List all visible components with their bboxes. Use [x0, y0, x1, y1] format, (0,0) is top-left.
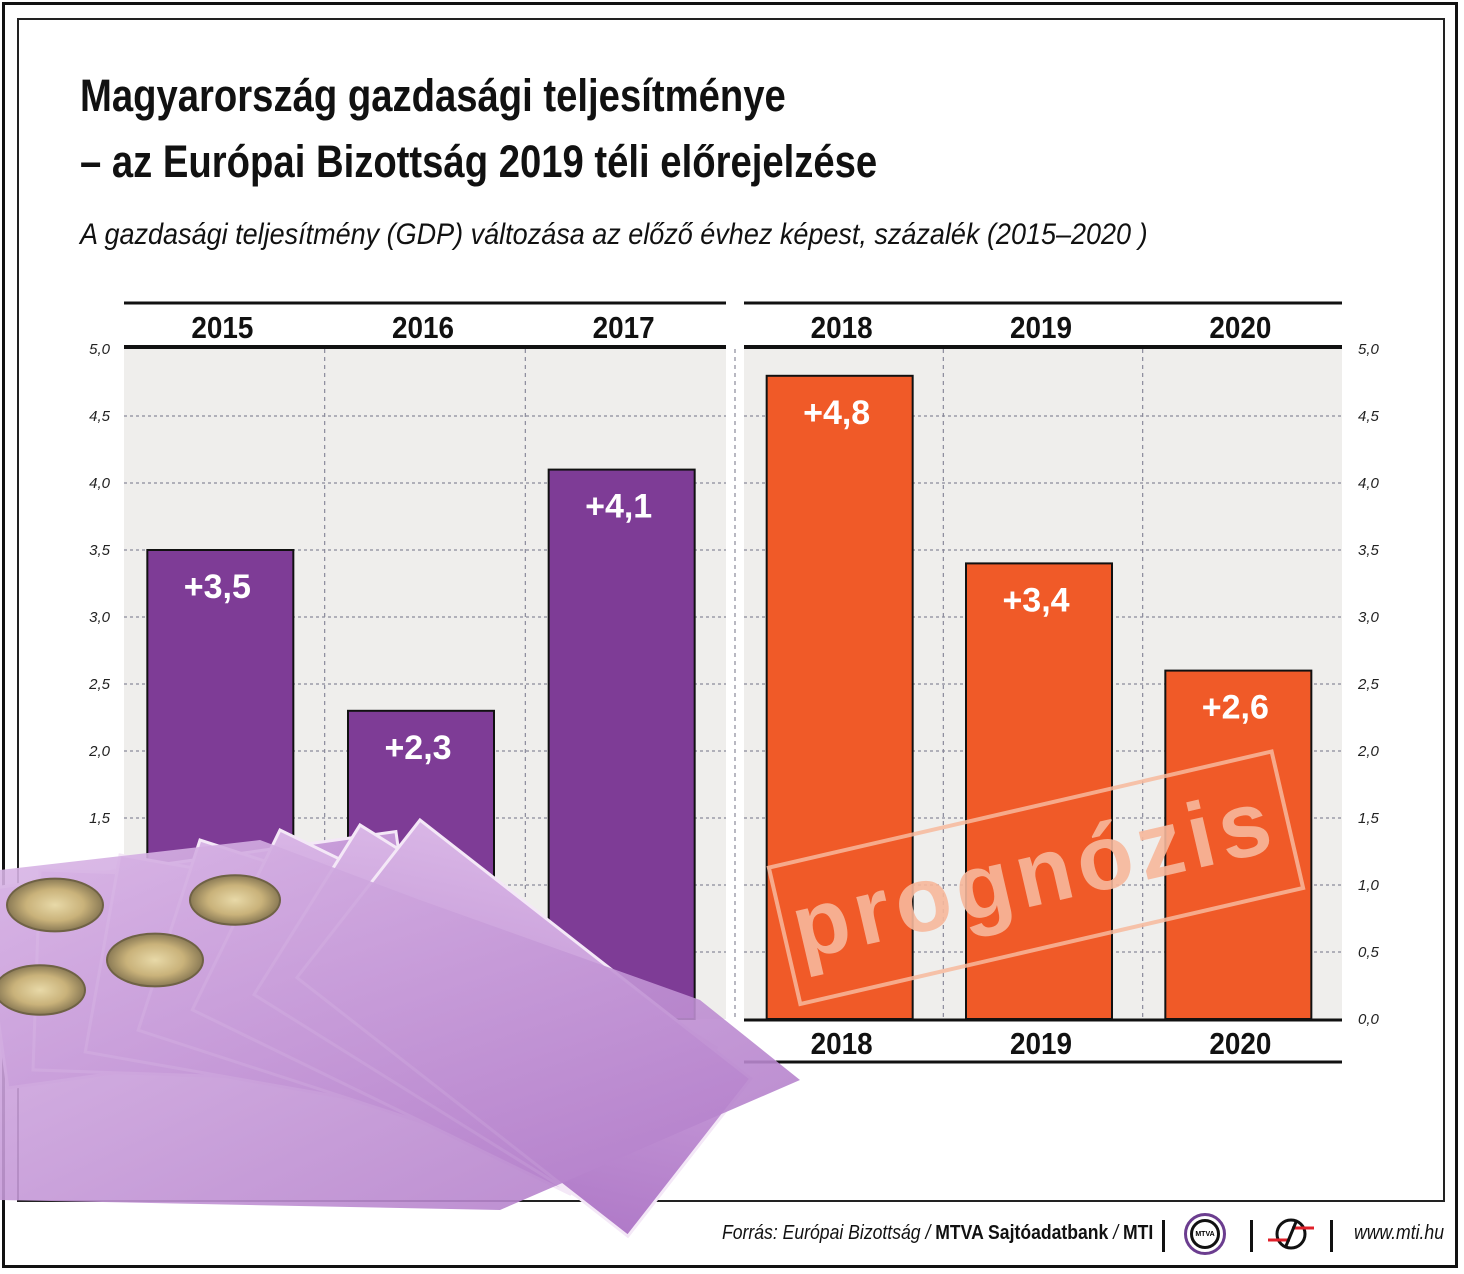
source-credit: Forrás: Európai Bizottság / MTVA Sajtóad… [722, 1222, 1153, 1245]
x-tick-label-top: 2018 [811, 310, 873, 345]
y-tick-label-right: 1,5 [1358, 810, 1380, 827]
data-label: +4,8 [803, 394, 870, 432]
y-tick-label-left: 3,0 [89, 609, 111, 626]
divider [1162, 1220, 1165, 1252]
y-tick-label-left: 4,0 [89, 475, 111, 492]
source-mtva: MTVA Sajtóadatbank [935, 1222, 1109, 1244]
x-tick-label-bottom: 2020 [1209, 1026, 1271, 1061]
x-tick-label-bottom: 2018 [811, 1026, 873, 1061]
bar-2018 [765, 374, 914, 1020]
mtva-logo: MTVA [1184, 1213, 1226, 1255]
x-tick-label-top: 2015 [191, 310, 253, 345]
data-label: +2,6 [1202, 689, 1269, 727]
y-tick-label-left: 5,0 [89, 341, 111, 358]
y-tick-label-left: 2,5 [88, 676, 111, 693]
y-tick-label-left: 1,5 [89, 810, 111, 827]
euro-coin [106, 932, 204, 988]
mtva-logo-text: MTVA [1190, 1219, 1220, 1249]
euro-banknotes-photo [0, 817, 800, 1239]
x-tick-label-top: 2019 [1010, 310, 1072, 345]
data-label: +3,5 [184, 568, 251, 606]
source-mti: MTI [1123, 1222, 1154, 1244]
euro-coin [0, 964, 86, 1016]
bar-2020 [1164, 669, 1313, 1020]
y-tick-label-right: 2,5 [1357, 676, 1380, 693]
y-tick-label-right: 5,0 [1358, 341, 1380, 358]
x-tick-label-top: 2017 [593, 310, 655, 345]
y-tick-label-right: 3,5 [1358, 542, 1380, 559]
source-prefix: Forrás: Európai Bizottság / [722, 1222, 936, 1244]
y-tick-label-right: 0,0 [1358, 1011, 1380, 1028]
inner-border [17, 18, 1445, 1202]
y-tick-label-right: 3,0 [1358, 609, 1380, 626]
banknote-stack [0, 840, 800, 1210]
divider [1330, 1220, 1333, 1252]
euro-coin [189, 874, 281, 926]
y-tick-label-right: 4,5 [1358, 408, 1380, 425]
y-tick-label-right: 0,5 [1358, 944, 1380, 961]
x-tick-label-top: 2020 [1209, 310, 1271, 345]
y-tick-label-right: 4,0 [1358, 475, 1380, 492]
x-tick-label-bottom: 2019 [1010, 1026, 1072, 1061]
bar-2017 [547, 468, 696, 1021]
title-line-2: – az Európai Bizottság 2019 téli előreje… [80, 136, 878, 187]
website-url[interactable]: www.mti.hu [1354, 1222, 1444, 1244]
subtitle: A gazdasági teljesítmény (GDP) változása… [80, 218, 1148, 251]
y-tick-label-left: 2,0 [88, 743, 111, 760]
y-tick-label-right: 2,0 [1357, 743, 1380, 760]
mti-logo-icon [1268, 1218, 1314, 1250]
y-tick-label-right: 1,0 [1358, 877, 1380, 894]
data-label: +3,4 [1002, 581, 1069, 619]
y-tick-label-left: 4,5 [89, 408, 111, 425]
y-tick-label-left: 3,5 [89, 542, 111, 559]
x-tick-label-top: 2016 [392, 310, 454, 345]
divider [1250, 1220, 1253, 1252]
data-label: +2,3 [384, 729, 451, 767]
source-separator: / [1108, 1222, 1124, 1244]
bar-2019 [965, 562, 1113, 1021]
euro-coin [6, 877, 104, 933]
data-label: +4,1 [585, 488, 652, 526]
title-line-1: Magyarország gazdasági teljesítménye [80, 70, 786, 121]
